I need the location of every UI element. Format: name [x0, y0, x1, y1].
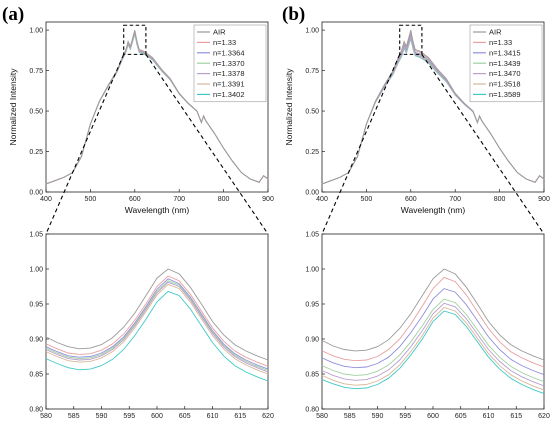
a-bottom-xtick-label: 590	[96, 413, 108, 420]
a-top-xtick-label: 500	[85, 196, 97, 203]
a-bottom-xtick-label: 605	[179, 413, 191, 420]
a-bottom-ytick-label: 0.90	[29, 337, 43, 344]
a-top-xtick-label: 400	[40, 196, 52, 203]
a-bottom-ytick-label: 0.85	[29, 372, 43, 379]
b-top-legend-label: n=1.3589	[489, 90, 521, 99]
a-top-legend-label: n=1.3402	[213, 90, 245, 99]
a-bottom-series-6	[45, 290, 269, 382]
b-bottom-xtick-label: 605	[455, 413, 467, 420]
b-top-xlabel: Wavelength (nm)	[401, 205, 466, 215]
b-bottom-series-4	[321, 302, 545, 387]
a-top-legend-label: n=1.33	[213, 38, 236, 47]
a-top-xtick-label: 700	[173, 196, 185, 203]
b-top-zoom-connector-right	[421, 54, 545, 235]
a-bottom-ytick-label: 1.05	[29, 232, 43, 239]
a-bottom-xtick-label: 610	[207, 413, 219, 420]
a-bottom-ytick-label: 0.80	[29, 407, 43, 414]
b-bottom-ytick-label: 0.90	[305, 337, 319, 344]
a-top-zoom-connector-right	[145, 54, 269, 235]
b-bottom-ytick-label: 1.05	[305, 232, 319, 239]
b-bottom-xtick-label: 580	[316, 413, 328, 420]
a-bottom-series-4	[45, 281, 269, 373]
b-top-legend-label: AIR	[489, 28, 502, 37]
b-top-xtick-label: 900	[538, 196, 550, 203]
b-top-xtick-label: 400	[316, 196, 328, 203]
b-top-legend-label: n=1.3439	[489, 59, 521, 68]
b-top-zoom-connector-left	[321, 54, 401, 235]
a-top-xtick-label: 600	[129, 196, 141, 203]
b-top-ytick-label: 1.00	[305, 28, 319, 35]
b-bottom-series-5	[321, 306, 545, 391]
b-top-ytick-label: 0.25	[305, 149, 319, 156]
b-top-ytick-label: 0.75	[305, 68, 319, 75]
a-top-legend-label: n=1.3370	[213, 59, 245, 68]
b-bottom-series-1	[321, 276, 545, 368]
a-top-frame	[45, 21, 269, 193]
b-bottom-xtick-label: 585	[344, 413, 356, 420]
b-top-legend-label: n=1.3415	[489, 48, 521, 57]
b-top-xtick-label: 600	[405, 196, 417, 203]
a-top-legend-label: n=1.3378	[213, 69, 245, 78]
a-top-ytick-label: 0.25	[29, 149, 43, 156]
a-top-legend-label: n=1.3364	[213, 48, 245, 57]
a-bottom-series-3	[45, 280, 269, 371]
panel-label-b: (b)	[282, 4, 305, 25]
a-top-ytick-label: 1.00	[29, 28, 43, 35]
a-top-xtick-label: 900	[262, 196, 274, 203]
b-bottom-xtick-label: 600	[427, 413, 439, 420]
b-bottom-ytick-label: 0.85	[305, 372, 319, 379]
b-bottom-series-2	[321, 288, 545, 376]
b-top-legend-label: n=1.3518	[489, 80, 521, 89]
a-top-ytick-label: 0.75	[29, 68, 43, 75]
b-top-ylabel: Normalized Intensity	[284, 68, 294, 146]
b-bottom-series-3	[321, 298, 545, 383]
b-top-zoom-box	[399, 24, 423, 55]
b-top-ytick-label: 0.50	[305, 109, 319, 116]
a-bottom-xtick-label: 620	[262, 413, 274, 420]
b-bottom-xtick-label: 620	[538, 413, 550, 420]
b-top-frame	[321, 21, 545, 193]
a-bottom-series-0	[45, 268, 269, 361]
b-bottom-ytick-label: 1.00	[305, 267, 319, 274]
a-bottom-series-5	[45, 283, 269, 375]
b-bottom-ytick-label: 0.95	[305, 302, 319, 309]
b-bottom-series-6	[321, 310, 545, 395]
b-top-xtick-label: 500	[361, 196, 373, 203]
b-bottom-xtick-label: 595	[399, 413, 411, 420]
a-top-zoom-box	[123, 24, 147, 55]
a-top-zoom-connector-left	[45, 54, 125, 235]
b-top-xtick-label: 800	[494, 196, 506, 203]
b-top-legend-label: n=1.3470	[489, 69, 521, 78]
b-top-series-0	[321, 29, 545, 185]
a-bottom-ytick-label: 1.00	[29, 267, 43, 274]
b-bottom-xtick-label: 615	[510, 413, 522, 420]
a-bottom-ytick-label: 0.95	[29, 302, 43, 309]
a-bottom-series-1	[45, 275, 269, 367]
a-top-ylabel: Normalized Intensity	[8, 68, 18, 146]
a-bottom-series-2	[45, 278, 269, 370]
a-top-legend-label: n=1.3391	[213, 80, 245, 89]
b-bottom-ytick-label: 0.80	[305, 407, 319, 414]
a-top-legend-label: AIR	[213, 28, 226, 37]
b-bottom-series-0	[321, 268, 545, 361]
a-bottom-frame	[45, 233, 269, 410]
a-top-xtick-label: 800	[218, 196, 230, 203]
b-bottom-xtick-label: 610	[483, 413, 495, 420]
a-top-series-0	[45, 29, 269, 185]
a-bottom-xtick-label: 595	[123, 413, 135, 420]
a-top-ytick-label: 0.50	[29, 109, 43, 116]
b-top-ytick-label: 0.00	[305, 190, 319, 197]
a-bottom-xtick-label: 580	[40, 413, 52, 420]
a-bottom-xtick-label: 585	[68, 413, 80, 420]
panel-label-a: (a)	[2, 4, 24, 25]
b-top-legend-label: n=1.33	[489, 38, 512, 47]
a-bottom-xtick-label: 615	[234, 413, 246, 420]
b-bottom-xtick-label: 590	[372, 413, 384, 420]
a-bottom-xtick-label: 600	[151, 413, 163, 420]
a-top-xlabel: Wavelength (nm)	[125, 205, 190, 215]
b-top-xtick-label: 700	[449, 196, 461, 203]
a-top-ytick-label: 0.00	[29, 190, 43, 197]
